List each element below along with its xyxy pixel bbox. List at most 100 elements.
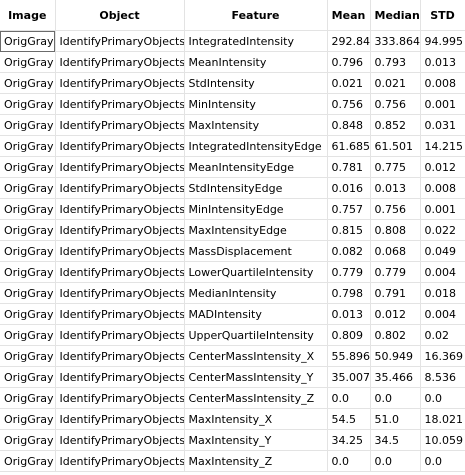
cell-std[interactable]: 0.008 bbox=[420, 72, 465, 94]
cell-feature[interactable]: UpperQuartileIntensity bbox=[184, 324, 328, 346]
cell-image[interactable]: OrigGray bbox=[0, 324, 56, 346]
cell-mean[interactable]: 0.781 bbox=[327, 156, 371, 178]
table-row[interactable]: OrigGray IdentifyPrimaryObjects Integrated… bbox=[0, 30, 465, 52]
cell-image[interactable]: OrigGray bbox=[0, 177, 56, 199]
cell-median[interactable]: 34.5 bbox=[370, 429, 421, 451]
cell-median[interactable]: 0.793 bbox=[370, 51, 421, 73]
cell-object[interactable]: IdentifyPrimaryObjects bbox=[55, 408, 185, 430]
cell-std[interactable]: 0.0 bbox=[420, 387, 465, 409]
cell-std[interactable]: 14.215 bbox=[420, 135, 465, 157]
table-row[interactable]: OrigGray IdentifyPrimaryObjects StdIntensi… bbox=[0, 72, 465, 94]
cell-feature[interactable]: MaxIntensity_X bbox=[184, 408, 328, 430]
cell-object[interactable]: IdentifyPrimaryObjects bbox=[55, 30, 185, 52]
cell-feature[interactable]: MaxIntensityEdge bbox=[184, 219, 328, 241]
cell-image[interactable]: OrigGray bbox=[0, 240, 56, 262]
cell-mean[interactable]: 0.848 bbox=[327, 114, 371, 136]
cell-feature[interactable]: MinIntensity bbox=[184, 93, 328, 115]
cell-mean[interactable]: 34.25 bbox=[327, 429, 371, 451]
cell-object[interactable]: IdentifyPrimaryObjects bbox=[55, 156, 185, 178]
cell-image[interactable]: OrigGray bbox=[0, 387, 56, 409]
cell-std[interactable]: 0.004 bbox=[420, 303, 465, 325]
cell-mean[interactable]: 55.896 bbox=[327, 345, 371, 367]
cell-mean[interactable]: 54.5 bbox=[327, 408, 371, 430]
cell-image[interactable]: OrigGray bbox=[0, 408, 56, 430]
column-header-image[interactable]: Image bbox=[0, 0, 56, 31]
column-header-object[interactable]: Object bbox=[55, 0, 185, 31]
cell-std[interactable]: 0.022 bbox=[420, 219, 465, 241]
cell-feature[interactable]: MaxIntensity_Y bbox=[184, 429, 328, 451]
table-row[interactable]: OrigGray IdentifyPrimaryObjects Integrated… bbox=[0, 135, 465, 157]
cell-std[interactable]: 18.021 bbox=[420, 408, 465, 430]
column-header-mean[interactable]: Mean bbox=[327, 0, 371, 31]
cell-median[interactable]: 35.466 bbox=[370, 366, 421, 388]
cell-object[interactable]: IdentifyPrimaryObjects bbox=[55, 366, 185, 388]
cell-median[interactable]: 0.021 bbox=[370, 72, 421, 94]
table-row[interactable]: OrigGray IdentifyPrimaryObjects UpperQuart… bbox=[0, 324, 465, 346]
cell-std[interactable]: 0.008 bbox=[420, 177, 465, 199]
cell-object[interactable]: IdentifyPrimaryObjects bbox=[55, 261, 185, 283]
cell-median[interactable]: 0.775 bbox=[370, 156, 421, 178]
table-row[interactable]: OrigGray IdentifyPrimaryObjects MedianInte… bbox=[0, 282, 465, 304]
cell-mean[interactable]: 0.809 bbox=[327, 324, 371, 346]
table-row[interactable]: OrigGray IdentifyPrimaryObjects CenterMass… bbox=[0, 345, 465, 367]
cell-std[interactable]: 0.013 bbox=[420, 51, 465, 73]
column-header-std[interactable]: STD bbox=[420, 0, 465, 31]
cell-median[interactable]: 0.779 bbox=[370, 261, 421, 283]
cell-median[interactable]: 0.756 bbox=[370, 198, 421, 220]
cell-feature[interactable]: CenterMassIntensity_X bbox=[184, 345, 328, 367]
cell-image[interactable]: OrigGray bbox=[0, 30, 56, 52]
table-row[interactable]: OrigGray IdentifyPrimaryObjects CenterMass… bbox=[0, 387, 465, 409]
table-row[interactable]: OrigGray IdentifyPrimaryObjects MaxIntensi… bbox=[0, 450, 465, 472]
cell-std[interactable]: 10.059 bbox=[420, 429, 465, 451]
cell-image[interactable]: OrigGray bbox=[0, 198, 56, 220]
cell-object[interactable]: IdentifyPrimaryObjects bbox=[55, 450, 185, 472]
cell-median[interactable]: 0.791 bbox=[370, 282, 421, 304]
table-row[interactable]: OrigGray IdentifyPrimaryObjects MinIntensi… bbox=[0, 93, 465, 115]
column-header-median[interactable]: Median bbox=[370, 0, 421, 31]
cell-std[interactable]: 0.049 bbox=[420, 240, 465, 262]
cell-image[interactable]: OrigGray bbox=[0, 429, 56, 451]
cell-std[interactable]: 0.001 bbox=[420, 93, 465, 115]
table-row[interactable]: OrigGray IdentifyPrimaryObjects MaxIntensi… bbox=[0, 408, 465, 430]
cell-object[interactable]: IdentifyPrimaryObjects bbox=[55, 303, 185, 325]
cell-mean[interactable]: 0.756 bbox=[327, 93, 371, 115]
cell-object[interactable]: IdentifyPrimaryObjects bbox=[55, 135, 185, 157]
cell-feature[interactable]: StdIntensity bbox=[184, 72, 328, 94]
cell-image[interactable]: OrigGray bbox=[0, 345, 56, 367]
cell-image[interactable]: OrigGray bbox=[0, 135, 56, 157]
cell-median[interactable]: 0.852 bbox=[370, 114, 421, 136]
cell-image[interactable]: OrigGray bbox=[0, 156, 56, 178]
cell-object[interactable]: IdentifyPrimaryObjects bbox=[55, 345, 185, 367]
cell-std[interactable]: 0.004 bbox=[420, 261, 465, 283]
cell-mean[interactable]: 0.757 bbox=[327, 198, 371, 220]
cell-image[interactable]: OrigGray bbox=[0, 303, 56, 325]
cell-std[interactable]: 0.012 bbox=[420, 156, 465, 178]
cell-image[interactable]: OrigGray bbox=[0, 450, 56, 472]
cell-feature[interactable]: MADIntensity bbox=[184, 303, 328, 325]
table-row[interactable]: OrigGray IdentifyPrimaryObjects MaxIntensi… bbox=[0, 429, 465, 451]
cell-object[interactable]: IdentifyPrimaryObjects bbox=[55, 240, 185, 262]
cell-mean[interactable]: 61.685 bbox=[327, 135, 371, 157]
cell-object[interactable]: IdentifyPrimaryObjects bbox=[55, 51, 185, 73]
cell-image[interactable]: OrigGray bbox=[0, 261, 56, 283]
cell-feature[interactable]: StdIntensityEdge bbox=[184, 177, 328, 199]
cell-feature[interactable]: MaxIntensity_Z bbox=[184, 450, 328, 472]
table-row[interactable]: OrigGray IdentifyPrimaryObjects MaxIntensi… bbox=[0, 219, 465, 241]
cell-feature[interactable]: MeanIntensityEdge bbox=[184, 156, 328, 178]
cell-feature[interactable]: MassDisplacement bbox=[184, 240, 328, 262]
column-header-feature[interactable]: Feature bbox=[184, 0, 328, 31]
cell-feature[interactable]: MeanIntensity bbox=[184, 51, 328, 73]
cell-feature[interactable]: MinIntensityEdge bbox=[184, 198, 328, 220]
cell-median[interactable]: 61.501 bbox=[370, 135, 421, 157]
cell-feature[interactable]: LowerQuartileIntensity bbox=[184, 261, 328, 283]
table-row[interactable]: OrigGray IdentifyPrimaryObjects CenterMass… bbox=[0, 366, 465, 388]
table-row[interactable]: OrigGray IdentifyPrimaryObjects MinIntensi… bbox=[0, 198, 465, 220]
cell-median[interactable]: 0.808 bbox=[370, 219, 421, 241]
cell-object[interactable]: IdentifyPrimaryObjects bbox=[55, 72, 185, 94]
cell-mean[interactable]: 0.082 bbox=[327, 240, 371, 262]
cell-image[interactable]: OrigGray bbox=[0, 219, 56, 241]
table-row[interactable]: OrigGray IdentifyPrimaryObjects LowerQuart… bbox=[0, 261, 465, 283]
cell-feature[interactable]: IntegratedIntensityEdge bbox=[184, 135, 328, 157]
table-row[interactable]: OrigGray IdentifyPrimaryObjects MaxIntensi… bbox=[0, 114, 465, 136]
cell-std[interactable]: 8.536 bbox=[420, 366, 465, 388]
